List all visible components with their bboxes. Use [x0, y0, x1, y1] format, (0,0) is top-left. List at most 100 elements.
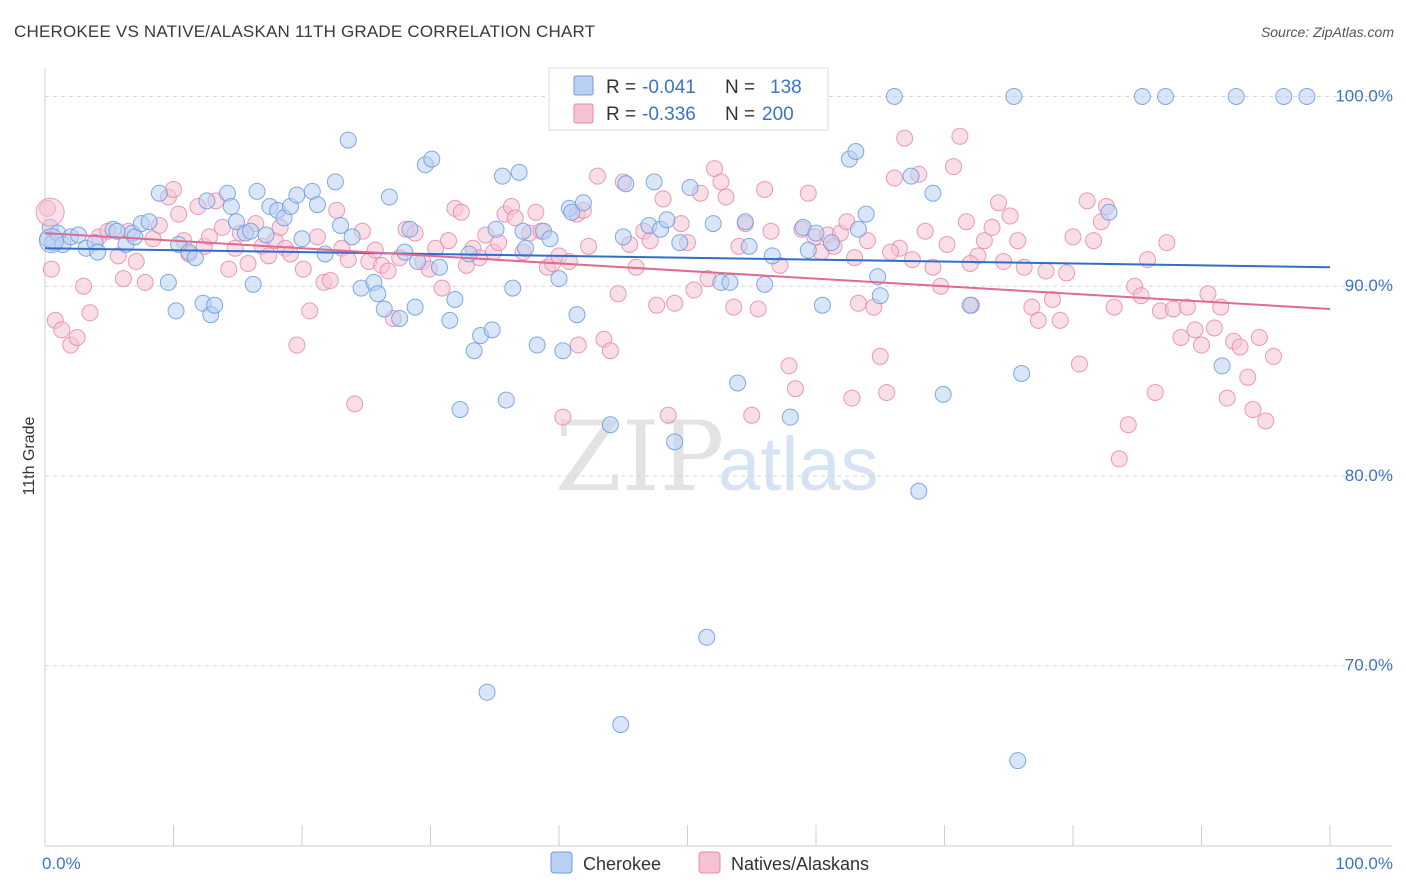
series-legend-label-natives: Natives/Alaskans: [731, 854, 869, 874]
data-point: [380, 188, 398, 206]
data-point: [35, 197, 65, 227]
data-point: [580, 237, 598, 255]
data-point: [878, 383, 896, 401]
data-point: [430, 258, 448, 276]
data-point: [568, 306, 586, 324]
data-point: [478, 683, 496, 701]
data-point: [244, 275, 262, 293]
data-point: [401, 220, 419, 238]
data-point: [170, 205, 188, 223]
data-point: [1239, 368, 1257, 386]
data-point: [717, 188, 735, 206]
data-point: [672, 215, 690, 233]
data-point: [1105, 298, 1123, 316]
data-point: [510, 163, 528, 181]
data-point: [527, 203, 545, 221]
data-point: [159, 273, 177, 291]
data-point: [136, 273, 154, 291]
data-point: [951, 127, 969, 145]
axes: [44, 68, 1392, 847]
data-point: [339, 251, 357, 269]
data-point: [786, 380, 804, 398]
data-point: [517, 239, 535, 257]
data-point: [288, 186, 306, 204]
data-point: [749, 300, 767, 318]
data-point: [685, 281, 703, 299]
data-point: [53, 321, 71, 339]
data-point: [1218, 389, 1236, 407]
data-point: [658, 211, 676, 229]
data-point: [366, 241, 384, 259]
data-point: [1037, 262, 1055, 280]
data-point: [396, 243, 414, 261]
data-point: [493, 167, 511, 185]
legend-n-value-cherokee: 138: [770, 77, 802, 98]
data-point: [869, 268, 887, 286]
legend-box: [548, 67, 829, 131]
data-point: [1085, 232, 1103, 250]
data-point: [1227, 87, 1245, 105]
data-point: [326, 173, 344, 191]
data-point: [332, 216, 350, 234]
data-point: [1205, 319, 1223, 337]
data-point: [42, 260, 60, 278]
chart-title: CHEROKEE VS NATIVE/ALASKAN 11TH GRADE CO…: [14, 22, 596, 41]
trend-lines: [44, 232, 1331, 310]
data-point: [882, 243, 900, 261]
data-point: [612, 716, 630, 734]
data-point: [729, 374, 747, 392]
data-point: [75, 277, 93, 295]
data-point: [569, 336, 587, 354]
data-point: [483, 321, 501, 339]
x-tick-label-start: 0.0%: [42, 854, 81, 873]
data-point: [645, 173, 663, 191]
data-point: [799, 184, 817, 202]
data-point: [756, 275, 774, 293]
x-tick-label-end: 100.0%: [1335, 854, 1393, 873]
data-point: [1100, 203, 1118, 221]
data-point: [346, 395, 364, 413]
data-point: [1172, 328, 1190, 346]
y-tick-label: 80.0%: [1345, 466, 1393, 485]
data-point: [975, 232, 993, 250]
data-point: [1250, 328, 1268, 346]
data-point: [916, 222, 934, 240]
data-point: [167, 302, 185, 320]
data-point: [934, 385, 952, 403]
data-point: [822, 234, 840, 252]
data-point: [89, 243, 107, 261]
data-point: [1015, 258, 1033, 276]
data-point: [140, 213, 158, 231]
data-point: [1275, 87, 1293, 105]
data-point: [807, 224, 825, 242]
data-point: [896, 129, 914, 147]
legend-n-value-natives: 200: [762, 104, 794, 125]
data-point: [780, 357, 798, 375]
data-point: [206, 296, 224, 314]
data-point: [528, 336, 546, 354]
data-point: [68, 328, 86, 346]
data-point: [198, 192, 216, 210]
data-point: [1078, 192, 1096, 210]
data-point: [339, 131, 357, 149]
data-point: [391, 309, 409, 327]
data-point: [1199, 285, 1217, 303]
data-point: [1193, 336, 1210, 354]
data-point: [441, 311, 459, 329]
data-point: [1257, 412, 1275, 430]
data-point: [849, 294, 867, 312]
data-point: [465, 342, 483, 360]
data-point: [1051, 311, 1069, 329]
tick-labels: 100.0% 90.0% 80.0% 70.0% 0.0% 100.0%: [42, 86, 1393, 873]
data-point: [944, 158, 962, 176]
data-point: [910, 482, 928, 500]
data-point: [704, 215, 722, 233]
data-point: [1133, 87, 1151, 105]
data-point: [858, 232, 876, 250]
data-point: [938, 235, 956, 253]
data-point: [514, 222, 532, 240]
legend-r-label-cherokee: R =: [606, 77, 636, 98]
data-point: [871, 287, 889, 305]
data-point: [601, 416, 619, 434]
